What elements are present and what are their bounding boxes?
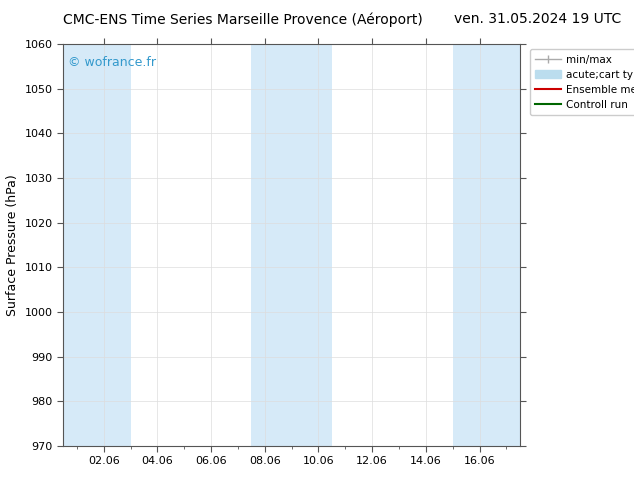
Text: © wofrance.fr: © wofrance.fr (68, 56, 156, 69)
Bar (63, 44, 131, 446)
Text: CMC-ENS Time Series Marseille Provence (Aéroport): CMC-ENS Time Series Marseille Provence (… (63, 12, 423, 27)
Legend: min/max, acute;cart type, Ensemble mean run, Controll run: min/max, acute;cart type, Ensemble mean … (529, 49, 634, 115)
Bar (251, 44, 332, 446)
Bar (453, 44, 520, 446)
Y-axis label: Surface Pressure (hPa): Surface Pressure (hPa) (6, 174, 19, 316)
Text: ven. 31.05.2024 19 UTC: ven. 31.05.2024 19 UTC (454, 12, 621, 26)
